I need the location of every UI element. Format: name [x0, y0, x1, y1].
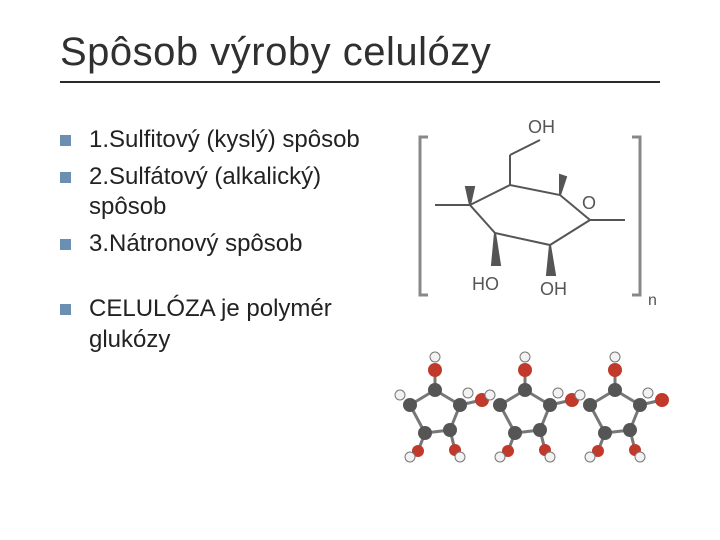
bullet-icon [60, 135, 71, 146]
structural-formula: n O [400, 105, 660, 325]
ring-oxygen: O [582, 193, 596, 213]
subscript-n: n [648, 292, 657, 309]
bullet-text: CELULÓZA je polymér glukózy [89, 294, 400, 355]
list-item: CELULÓZA je polymér glukózy [60, 294, 400, 355]
list-item: 1.Sulfitový (kyslý) spôsob [60, 125, 400, 156]
bracket-left [420, 137, 428, 295]
list-item: 2.Sulfátový (alkalický) spôsob [60, 162, 400, 223]
bracket-right [632, 137, 640, 295]
label-ho: HO [472, 274, 499, 294]
bullet-icon [60, 239, 71, 250]
page-title: Spôsob výroby celulózy [60, 30, 660, 75]
label-oh-bottom: OH [540, 279, 567, 299]
bullet-text: 2.Sulfátový (alkalický) spôsob [89, 162, 400, 223]
title-container: Spôsob výroby celulózy [60, 30, 660, 83]
bullet-list: 1.Sulfitový (kyslý) spôsob 2.Sulfátový (… [60, 125, 400, 361]
list-item: 3.Nátronový spôsob [60, 229, 400, 260]
bullet-text: 3.Nátronový spôsob [89, 229, 302, 260]
bonds [435, 140, 625, 275]
ball-stick-model [390, 345, 690, 470]
bullet-text: 1.Sulfitový (kyslý) spôsob [89, 125, 360, 156]
content-row: 1.Sulfitový (kyslý) spôsob 2.Sulfátový (… [60, 125, 680, 361]
bullet-icon [60, 304, 71, 315]
ring [470, 185, 590, 245]
bullet-icon [60, 172, 71, 183]
label-oh-top: OH [528, 117, 555, 137]
